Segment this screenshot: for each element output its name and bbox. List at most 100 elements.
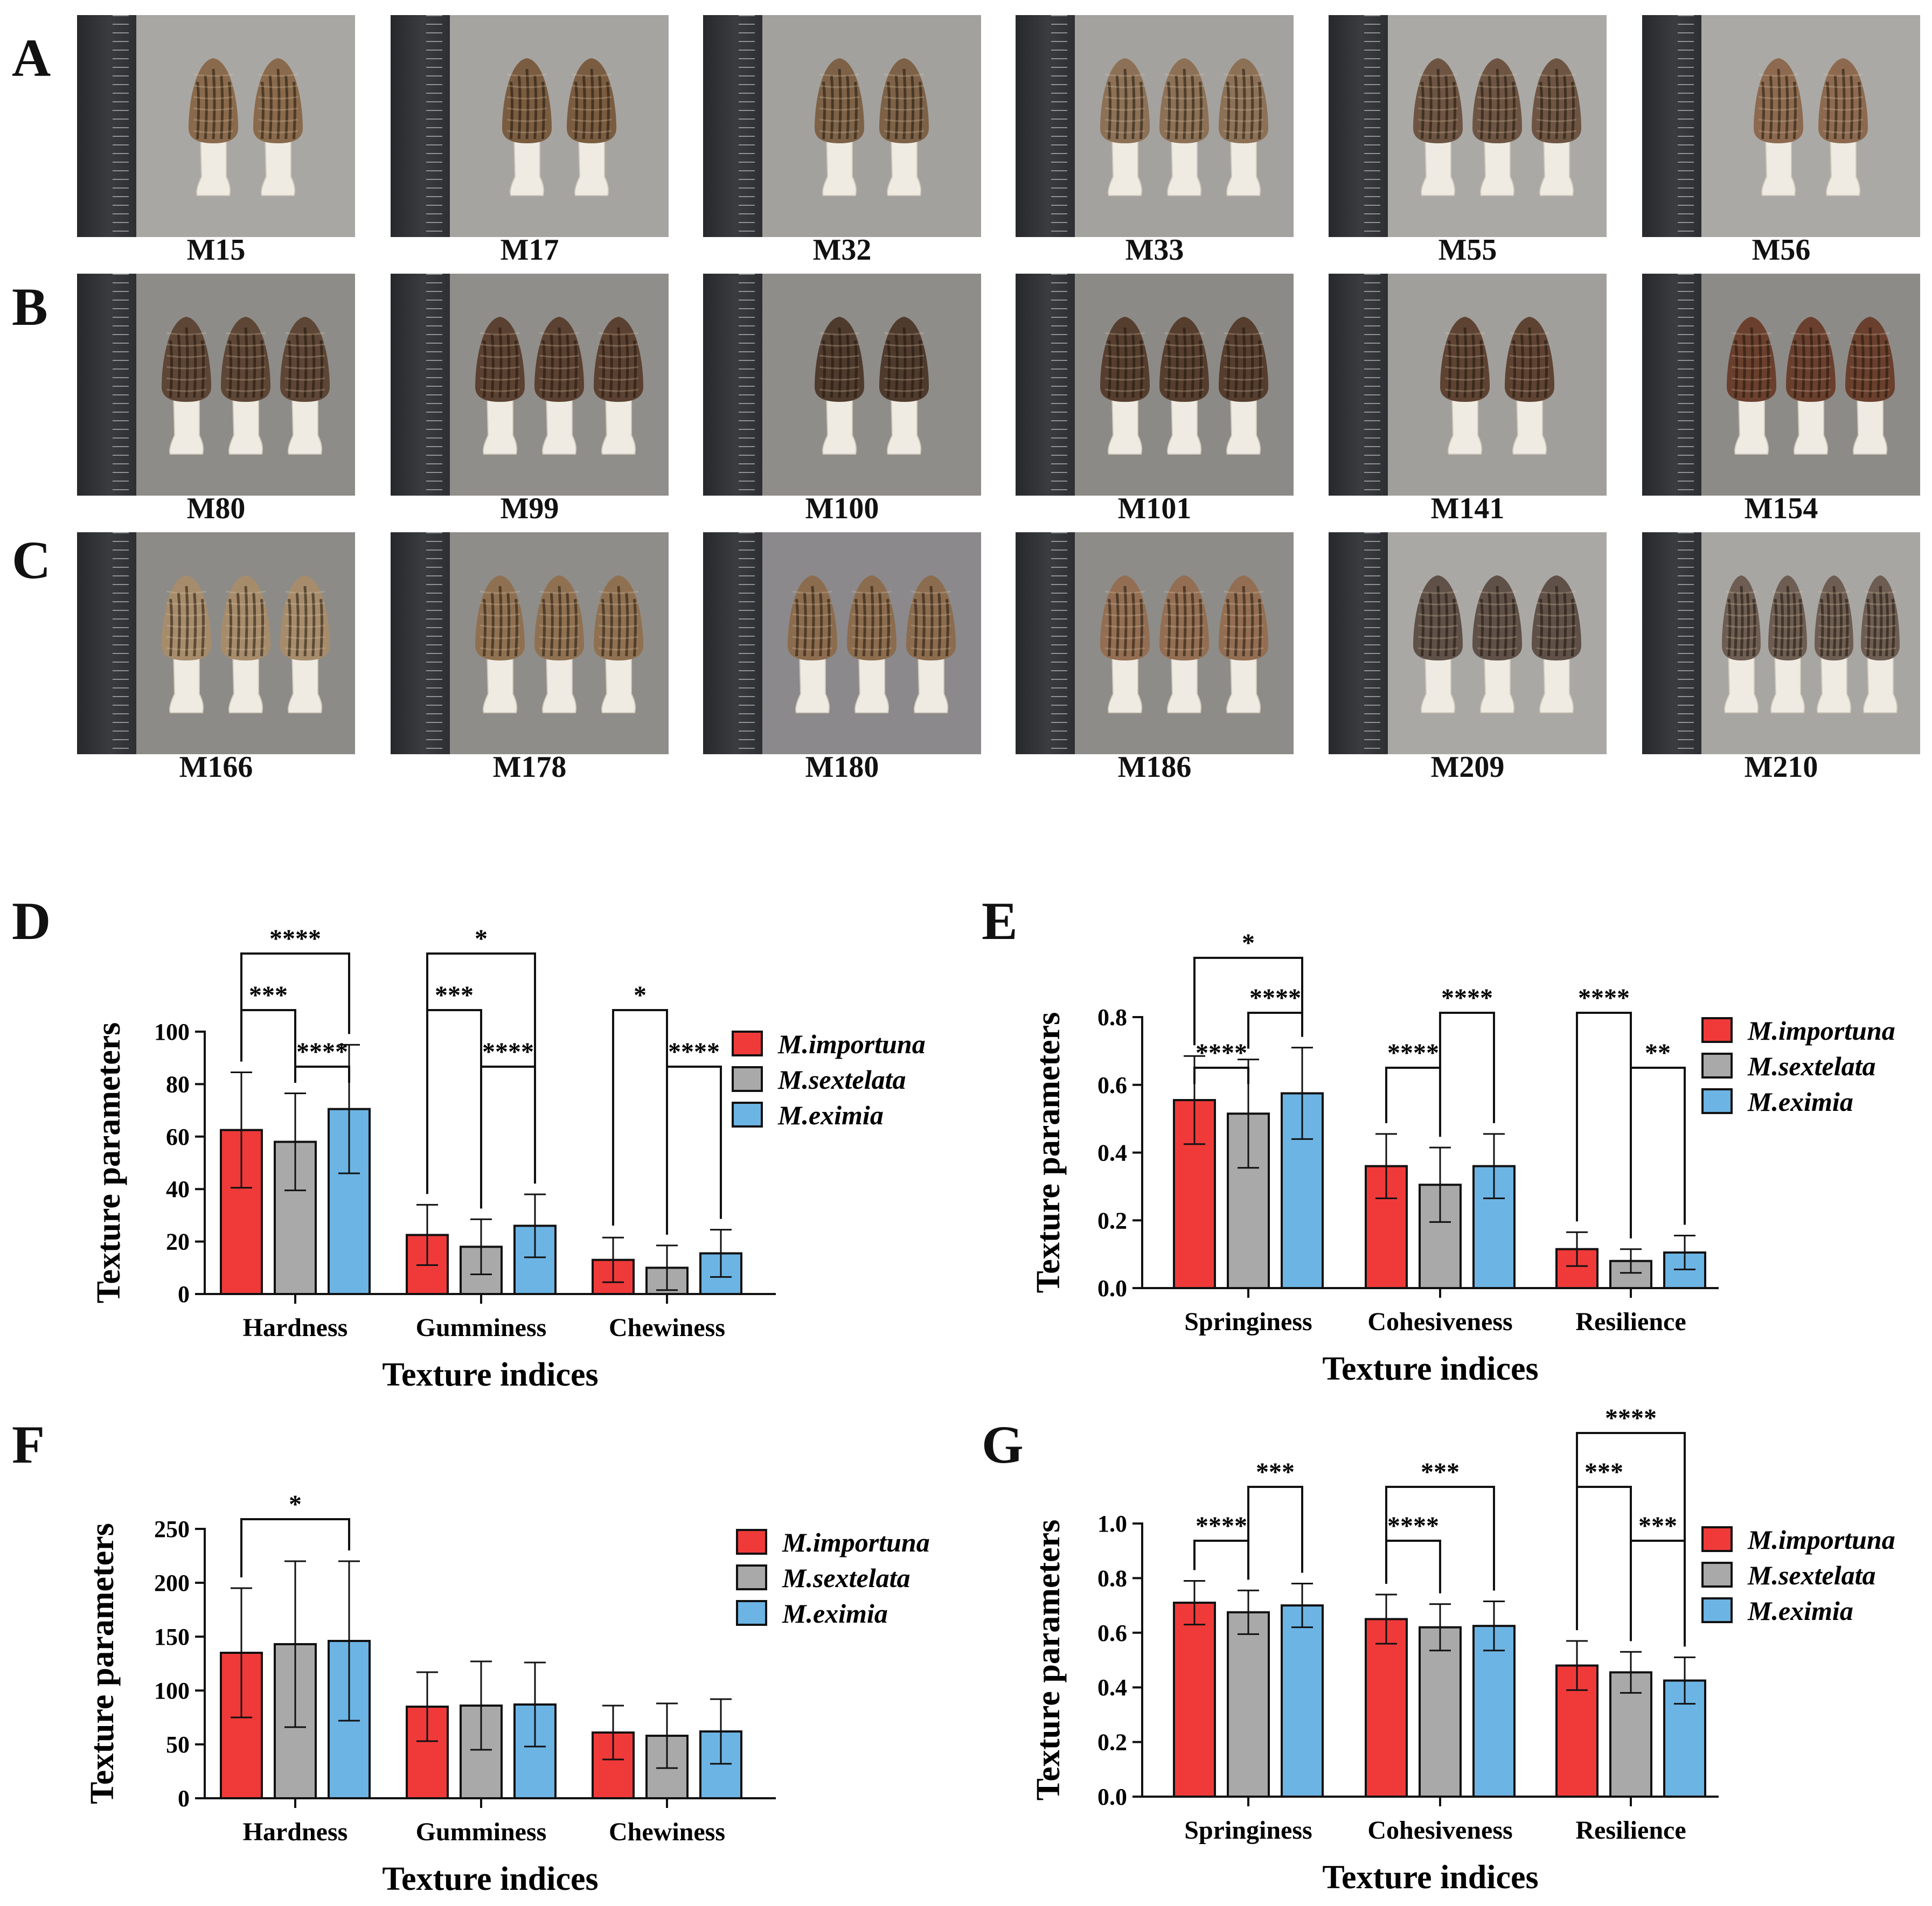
- panel-g-significance-label: ****: [1605, 1404, 1657, 1432]
- panel-e-significance-bracket: [1630, 1067, 1686, 1239]
- mushroom-photo-m154: [1642, 274, 1920, 496]
- panel-d-significance-bracket: [612, 1009, 668, 1226]
- mushroom-photo-m209: [1329, 532, 1607, 754]
- sample-label: M101: [1117, 492, 1192, 525]
- panel-e-significance-bracket: [1439, 1012, 1495, 1137]
- morel-mushroom: [815, 58, 864, 196]
- ruler-ticks: [1051, 274, 1067, 496]
- panel-g-bar-m-importuna: [1173, 1602, 1216, 1798]
- morel-specimens: [1413, 58, 1581, 196]
- morel-mushroom: [1727, 317, 1776, 455]
- panel-letter-a: A: [12, 28, 51, 88]
- panel-letter-b: B: [12, 277, 48, 337]
- panel-f-ytick-label: 0: [178, 1785, 190, 1812]
- sample-label: M55: [1438, 233, 1497, 267]
- ruler-ticks: [1678, 274, 1694, 496]
- panel-f-ytick-label: 50: [166, 1731, 190, 1758]
- panel-g-ytick-label: 1.0: [1097, 1511, 1127, 1537]
- panel-letter-e: E: [982, 891, 1018, 951]
- panel-e-x-axis-title: Texture indices: [1322, 1351, 1538, 1387]
- morel-mushroom: [1219, 58, 1268, 196]
- panel-e-category-label: Resilience: [1575, 1307, 1686, 1336]
- ruler: [703, 532, 762, 754]
- morel-mushroom: [594, 575, 643, 713]
- panel-g-bar-m-sextelata: [1227, 1611, 1270, 1798]
- ruler: [391, 274, 450, 496]
- sample-label: M99: [500, 492, 559, 525]
- mushroom-photo-m186: [1016, 532, 1294, 754]
- ruler-ticks: [426, 15, 442, 237]
- morel-mushroom: [1440, 317, 1490, 455]
- panel-g-legend-label: M.eximia: [1747, 1596, 1853, 1626]
- panel-d-ytick-label: 60: [166, 1124, 190, 1150]
- ruler: [1329, 532, 1388, 754]
- panel-d-ytick-label: 20: [166, 1229, 190, 1255]
- mushroom-photo-m32: [703, 15, 981, 237]
- panel-g-category-label: Springiness: [1184, 1816, 1312, 1845]
- panel-e-y-axis-title: Texture parameters: [1030, 1012, 1067, 1293]
- ruler-ticks: [739, 15, 755, 237]
- sample-label: M32: [812, 233, 872, 267]
- ruler-ticks: [1364, 274, 1380, 496]
- panel-g-significance-bracket: [1385, 1486, 1495, 1591]
- morel-mushroom: [1845, 317, 1895, 455]
- mushroom-photo-m33: [1016, 15, 1294, 237]
- morel-mushroom: [1159, 317, 1209, 455]
- panel-f-ytick-label: 150: [154, 1624, 190, 1650]
- panel-f-category-label: Gumminess: [416, 1818, 547, 1846]
- panel-g-significance-bracket: [1385, 1540, 1441, 1594]
- panel-g-y-axis-title: Texture parameters: [1030, 1520, 1067, 1801]
- panel-g-bar-m-importuna: [1365, 1618, 1408, 1798]
- morel-mushroom: [1413, 58, 1463, 196]
- mushroom-photo-m100: [703, 274, 981, 496]
- sample-label: M15: [186, 233, 246, 267]
- morel-specimens: [788, 575, 956, 713]
- panel-e-legend-swatch: [1701, 1017, 1733, 1043]
- panel-g-legend-label: M.importuna: [1747, 1525, 1895, 1555]
- panel-d-significance-label: ****: [482, 1038, 534, 1066]
- panel-g-ytick-label: 0.2: [1097, 1729, 1127, 1756]
- mushroom-photo-m166: [77, 532, 355, 754]
- panel-g-ytick-label: 0.8: [1097, 1565, 1127, 1591]
- morel-specimens: [475, 575, 643, 713]
- panel-d-legend-swatch: [732, 1031, 763, 1056]
- panel-g-significance-label: ****: [1387, 1512, 1439, 1540]
- panel-e-legend-label: M.sextelata: [1747, 1051, 1875, 1081]
- panel-f-significance-bracket: [240, 1518, 350, 1577]
- panel-d-category-label: Gumminess: [416, 1313, 547, 1342]
- panel-e-category-label: Springiness: [1184, 1307, 1312, 1336]
- mushroom-photo-m180: [703, 532, 981, 754]
- ruler-ticks: [1364, 15, 1380, 237]
- panel-f-legend-swatch: [736, 1529, 767, 1555]
- ruler-ticks: [113, 15, 129, 237]
- morel-mushroom: [1100, 317, 1150, 455]
- morel-mushroom: [1815, 575, 1853, 713]
- ruler-ticks: [1678, 532, 1694, 754]
- panel-d-significance-label: *: [475, 924, 488, 953]
- panel-e-significance-label: ****: [1387, 1039, 1439, 1067]
- sample-label: M186: [1117, 750, 1192, 784]
- morel-mushroom: [788, 575, 837, 713]
- morel-specimens: [1100, 58, 1268, 196]
- panel-d-ytick-label: 40: [166, 1176, 190, 1202]
- panel-f-legend-swatch: [736, 1600, 767, 1626]
- ruler: [1642, 532, 1701, 754]
- panel-f-y-axis-title: Texture parameters: [84, 1523, 121, 1804]
- ruler: [77, 274, 136, 496]
- morel-mushroom: [567, 58, 616, 196]
- panel-g-ytick-label: 0.6: [1097, 1620, 1127, 1646]
- ruler-ticks: [739, 532, 755, 754]
- panel-d-legend-label: M.eximia: [777, 1100, 884, 1130]
- panel-f-ytick-label: 250: [154, 1516, 190, 1542]
- panel-g-bar-m-sextelata: [1419, 1626, 1462, 1798]
- ruler: [1642, 15, 1701, 237]
- morel-mushroom: [475, 575, 525, 713]
- sample-label: M17: [500, 233, 559, 267]
- morel-specimens: [1722, 575, 1900, 713]
- panel-f-ytick-label: 100: [154, 1678, 190, 1704]
- sample-label: M56: [1752, 233, 1811, 267]
- ruler-ticks: [739, 274, 755, 496]
- morel-specimens: [1440, 317, 1554, 455]
- morel-mushroom: [280, 317, 330, 455]
- morel-mushroom: [1100, 575, 1150, 713]
